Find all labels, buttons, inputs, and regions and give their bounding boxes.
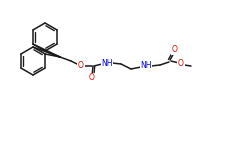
Text: O: O [178, 60, 184, 69]
Text: NH: NH [140, 61, 152, 70]
Text: O: O [78, 61, 84, 70]
Text: NH: NH [101, 58, 113, 68]
Text: O: O [172, 45, 178, 54]
Text: O: O [89, 74, 95, 82]
